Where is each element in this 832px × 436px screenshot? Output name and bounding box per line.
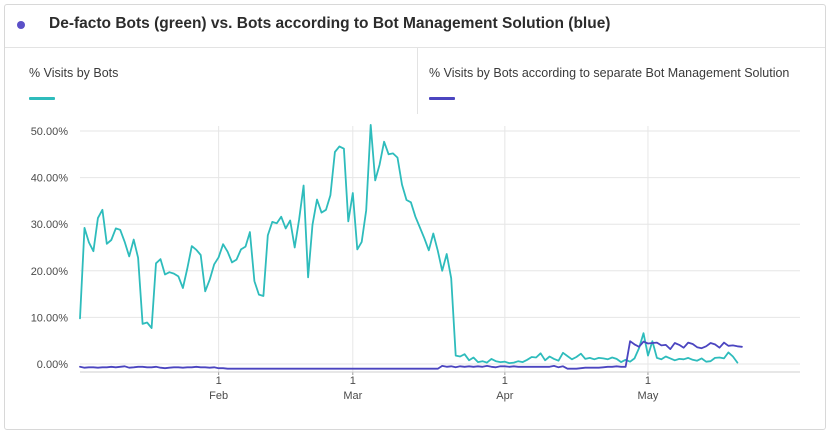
- y-tick-label: 0.00%: [37, 359, 68, 371]
- legend-swatch: [429, 97, 455, 100]
- legend-label: % Visits by Bots according to separate B…: [429, 66, 790, 80]
- x-tick-month: Feb: [209, 390, 228, 402]
- y-tick-label: 50.00%: [31, 126, 69, 138]
- x-tick-month: May: [638, 390, 659, 402]
- y-tick-label: 20.00%: [31, 266, 69, 278]
- panel-title: De-facto Bots (green) vs. Bots according…: [49, 15, 611, 32]
- x-tick-month: Mar: [343, 390, 362, 402]
- chart-panel: De-facto Bots (green) vs. Bots according…: [4, 4, 826, 430]
- header-divider: [5, 47, 825, 48]
- x-tick-day: 1: [216, 375, 222, 387]
- legend-label: % Visits by Bots: [29, 66, 119, 80]
- y-tick-label: 30.00%: [31, 219, 69, 231]
- x-tick-month: Apr: [496, 390, 513, 402]
- y-tick-label: 40.00%: [31, 173, 69, 185]
- legend-item-visits-by-bots[interactable]: % Visits by Bots: [29, 48, 415, 114]
- legend-divider: [417, 48, 418, 114]
- panel-header: De-facto Bots (green) vs. Bots according…: [5, 5, 825, 45]
- legend-item-bot-management[interactable]: % Visits by Bots according to separate B…: [429, 48, 809, 114]
- series-line-bot-management: [79, 340, 743, 370]
- legend-swatch: [29, 97, 55, 100]
- y-tick-label: 10.00%: [31, 312, 69, 324]
- x-tick-day: 1: [350, 375, 356, 387]
- series-line-visits-by-bots: [79, 124, 739, 365]
- title-dot-icon: [17, 21, 25, 29]
- x-tick-day: 1: [502, 375, 508, 387]
- x-tick-day: 1: [645, 375, 651, 387]
